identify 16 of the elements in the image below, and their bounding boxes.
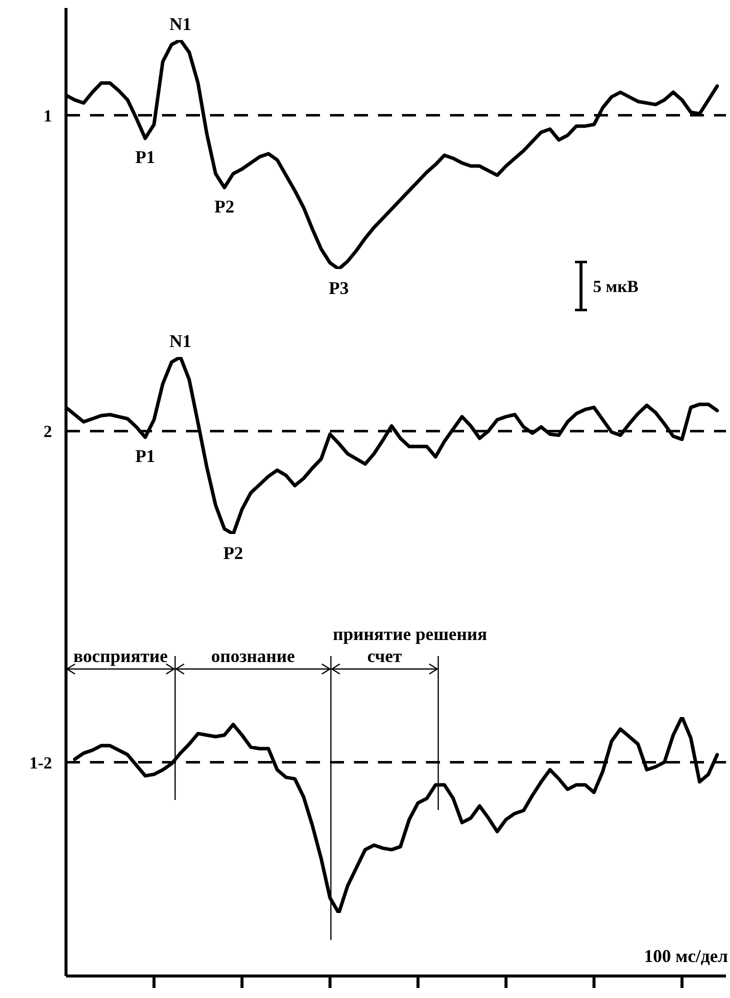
annotation: P2: [214, 196, 234, 216]
text: восприятие: [73, 646, 168, 666]
annotation: N1: [169, 14, 192, 34]
annotation: N1: [169, 331, 192, 351]
y-axis-title: 1: [44, 106, 52, 126]
text: 5 мкВ: [593, 277, 638, 296]
annotation: P2: [223, 542, 244, 563]
annotation: P1: [135, 446, 156, 466]
text: опознание: [211, 646, 295, 666]
annotation: P3: [328, 278, 349, 298]
annotation: P1: [135, 147, 156, 168]
y-axis-title: 2: [44, 422, 52, 442]
text: принятие решения: [332, 624, 488, 644]
text: счет: [367, 646, 402, 666]
y-axis-title: 1-2: [29, 753, 52, 772]
x-axis-title: 100 мс/дел: [644, 946, 728, 966]
